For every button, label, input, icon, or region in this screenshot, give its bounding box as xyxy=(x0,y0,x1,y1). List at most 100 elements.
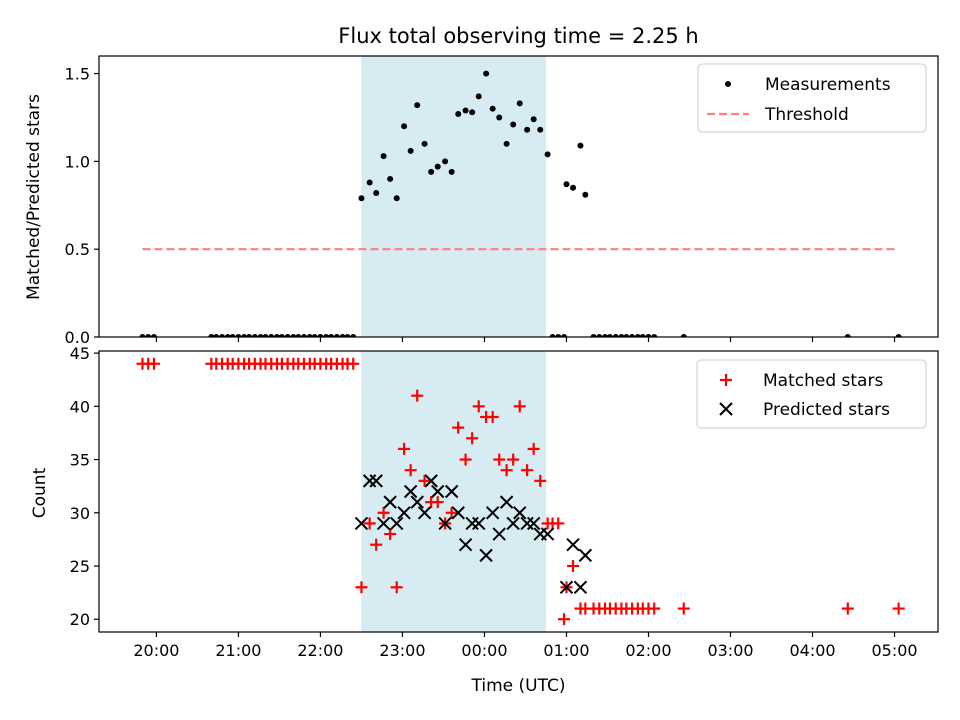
predicted-star-point xyxy=(390,516,404,531)
x-tick-label: 21:00 xyxy=(215,641,261,660)
measurement-point xyxy=(150,334,157,337)
measurement-point xyxy=(306,334,313,337)
chart-title: Flux total observing time = 2.25 h xyxy=(338,24,698,48)
predicted-star-point xyxy=(540,527,555,541)
measurement-point xyxy=(251,334,258,337)
matched-star-point xyxy=(677,602,690,615)
measurement-point xyxy=(268,334,275,337)
matched-star-point xyxy=(552,517,565,530)
measurement-point xyxy=(421,140,428,147)
predicted-star-stroke xyxy=(472,516,486,531)
matched-star-point xyxy=(418,474,431,487)
predicted-star-stroke xyxy=(520,516,534,531)
bottom-axes-frame xyxy=(98,350,939,633)
matched-star-point xyxy=(648,602,661,615)
matched-star-point xyxy=(459,453,472,466)
predicted-star-stroke xyxy=(479,548,493,563)
top-panel: 0.0 0.5 1.0 1.5 xyxy=(65,55,939,347)
measurement-point xyxy=(895,334,902,337)
x-tick-label: 20:00 xyxy=(133,641,179,660)
measurement-point xyxy=(634,334,641,337)
matched-star-point xyxy=(355,581,368,594)
predicted-star-stroke xyxy=(458,538,473,552)
x-tick-label: 00:00 xyxy=(461,641,507,660)
measurement-point xyxy=(602,334,609,337)
measurement-point xyxy=(475,93,482,100)
measurement-point xyxy=(570,184,577,191)
predicted-star-point xyxy=(451,506,465,520)
measurement-point xyxy=(401,123,408,130)
top-plot-area xyxy=(139,70,902,337)
measurement-point xyxy=(582,191,589,198)
y-tick-label: 0.5 xyxy=(65,240,90,259)
measurement-point xyxy=(328,334,335,337)
measurement-point xyxy=(393,195,400,202)
predicted-star-point xyxy=(492,527,506,541)
predicted-star-point xyxy=(410,495,424,509)
measurement-point xyxy=(213,334,220,337)
measurement-point xyxy=(219,334,226,337)
measurement-point xyxy=(434,163,441,170)
predicted-star-stroke xyxy=(354,516,369,531)
predicted-star-stroke xyxy=(438,516,452,531)
measurement-point xyxy=(278,334,285,337)
matched-star-point xyxy=(567,560,580,573)
measurement-point xyxy=(469,109,476,116)
legend-frame xyxy=(696,359,927,429)
matched-star-point xyxy=(841,602,854,615)
measurement-point xyxy=(241,334,248,337)
legend-measurements-label: Measurements xyxy=(765,75,891,95)
measurement-point xyxy=(414,102,421,109)
measurement-point xyxy=(530,116,537,123)
predicted-star-point xyxy=(566,538,580,552)
predicted-star-point xyxy=(369,474,383,488)
measurement-point xyxy=(350,334,357,337)
measurement-point xyxy=(295,334,302,337)
matched-star-point xyxy=(411,389,424,402)
measurement-point xyxy=(323,334,330,337)
measurement-point xyxy=(537,126,544,133)
measurement-point xyxy=(284,334,291,337)
matched-star-point xyxy=(534,474,547,487)
predicted-star-stroke xyxy=(390,516,404,531)
predicted-star-stroke xyxy=(465,516,479,531)
measurement-point xyxy=(544,151,551,158)
measurement-point xyxy=(387,175,394,182)
matched-star-point xyxy=(363,517,376,530)
predicted-star-stroke xyxy=(410,495,424,509)
measurement-point xyxy=(428,168,435,175)
measurement-point xyxy=(629,334,636,337)
measurement-point xyxy=(358,195,365,202)
measurement-point xyxy=(257,334,264,337)
measurement-point xyxy=(224,334,231,337)
measurement-point xyxy=(344,334,351,337)
legend-matched-label: Matched stars xyxy=(763,371,883,391)
x-tick-label: 02:00 xyxy=(625,641,671,660)
observing-span xyxy=(361,351,546,632)
x-tick-label: 03:00 xyxy=(707,641,753,660)
measurement-point xyxy=(623,334,630,337)
measurement-point xyxy=(407,147,414,154)
measurement-point xyxy=(596,334,603,337)
matched-star-point xyxy=(493,453,506,466)
predicted-star-stroke xyxy=(573,580,588,595)
measurement-point xyxy=(510,121,517,128)
measurement-point xyxy=(618,334,625,337)
matched-star-point xyxy=(521,464,534,477)
y-tick-label: 30 xyxy=(70,504,90,523)
measurement-point xyxy=(380,153,387,160)
matched-star-point xyxy=(472,400,485,413)
predicted-star-point xyxy=(520,516,534,531)
y-tick-label: 1.0 xyxy=(65,152,90,171)
predicted-star-stroke xyxy=(369,474,383,488)
observing-span xyxy=(361,56,546,337)
predicted-star-point xyxy=(485,506,500,520)
measurement-point xyxy=(606,334,613,337)
x-tick-label: 22:00 xyxy=(297,641,343,660)
y-axis-label-top: Matched/Predicted stars xyxy=(24,94,44,300)
y-tick-label: 20 xyxy=(70,610,90,629)
legend-predicted-marker xyxy=(719,402,733,416)
x-tick-label: 23:00 xyxy=(379,641,425,660)
y-tick-label: 35 xyxy=(70,451,90,470)
measurement-point xyxy=(612,334,619,337)
